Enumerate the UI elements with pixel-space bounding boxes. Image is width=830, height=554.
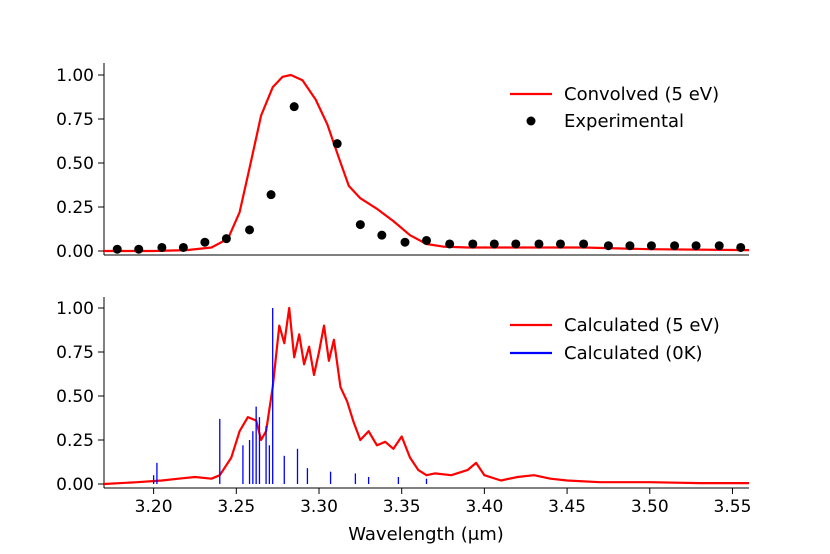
data-point-experimental [579,239,589,249]
series-line-calculated-5-ev [103,306,749,486]
y-tick-label: 0.50 [56,154,94,174]
data-point-experimental [134,244,144,254]
x-tick-label: 3.50 [631,497,669,517]
data-point-experimental [112,244,122,254]
x-tick-label: 3.30 [300,497,338,517]
top-plot-area [104,73,750,254]
data-point-experimental [646,241,656,251]
y-tick-label: 1.00 [56,66,94,86]
data-point-experimental [400,237,410,247]
legend-label-calculated-0k: Calculated (0K) [564,343,703,364]
data-point-experimental [221,234,231,244]
data-point-experimental [691,241,701,251]
data-point-experimental [534,239,544,249]
bottom-legend: Calculated (5 eV) Calculated (0K) [510,315,720,364]
y-tick-label: 0.00 [56,475,94,495]
bottom-plot-area [103,306,749,486]
y-tick-label: 0.00 [56,242,94,262]
x-tick-label: 3.25 [217,497,255,517]
data-point-experimental [445,239,455,249]
x-tick-label: 3.40 [465,497,503,517]
x-tick-label: 3.55 [714,497,752,517]
data-point-experimental [355,220,365,230]
data-point-experimental [511,239,521,249]
data-point-experimental [245,225,255,235]
data-point-experimental [289,102,299,112]
y-tick-label: 0.50 [56,387,94,407]
data-point-experimental [178,242,188,252]
data-point-experimental [422,235,431,245]
legend-label-calculated-5ev: Calculated (5 eV) [564,315,720,336]
y-tick-label: 1.00 [56,299,94,319]
bottom-x-ticks: 3.20 3.25 3.30 3.35 3.40 3.45 3.50 3.55 [135,488,752,517]
data-point-experimental [736,242,746,252]
data-point-experimental [714,241,724,251]
x-tick-label: 3.35 [383,497,421,517]
data-point-experimental [489,239,499,249]
y-tick-label: 0.25 [56,198,94,218]
data-point-experimental [555,239,565,249]
y-tick-label: 0.75 [56,343,94,363]
data-point-experimental [332,139,342,149]
y-tick-label: 0.25 [56,431,94,451]
x-tick-label: 3.45 [548,497,586,517]
data-point-experimental [200,237,210,247]
data-point-experimental [266,190,276,200]
data-point-experimental [468,239,478,249]
top-y-ticks: 0.00 0.25 0.50 0.75 1.00 [56,66,104,262]
y-tick-label: 0.75 [56,110,94,130]
data-point-experimental [157,242,167,252]
data-point-experimental [377,230,387,240]
data-point-experimental [670,241,680,251]
top-legend: Convolved (5 eV) Experimental [510,84,719,132]
x-axis-title: Wavelength (μm) [348,524,504,545]
series-line-convolved-5-ev [104,73,750,253]
bottom-y-ticks: 0.00 0.25 0.50 0.75 1.00 [56,299,104,495]
data-point-experimental [603,241,613,251]
data-point-experimental [625,241,635,251]
bottom-axes: 0.00 0.25 0.50 0.75 1.00 3.20 3.25 3.30 3.35 3.4… [56,297,751,545]
top-axes: 0.00 0.25 0.50 0.75 1.00 Convolved (5 eV) Ex… [56,63,750,262]
x-tick-label: 3.20 [135,497,173,517]
legend-label-experimental: Experimental [564,111,684,132]
legend-label-convolved: Convolved (5 eV) [564,84,719,105]
legend-swatch-experimental [526,116,536,126]
